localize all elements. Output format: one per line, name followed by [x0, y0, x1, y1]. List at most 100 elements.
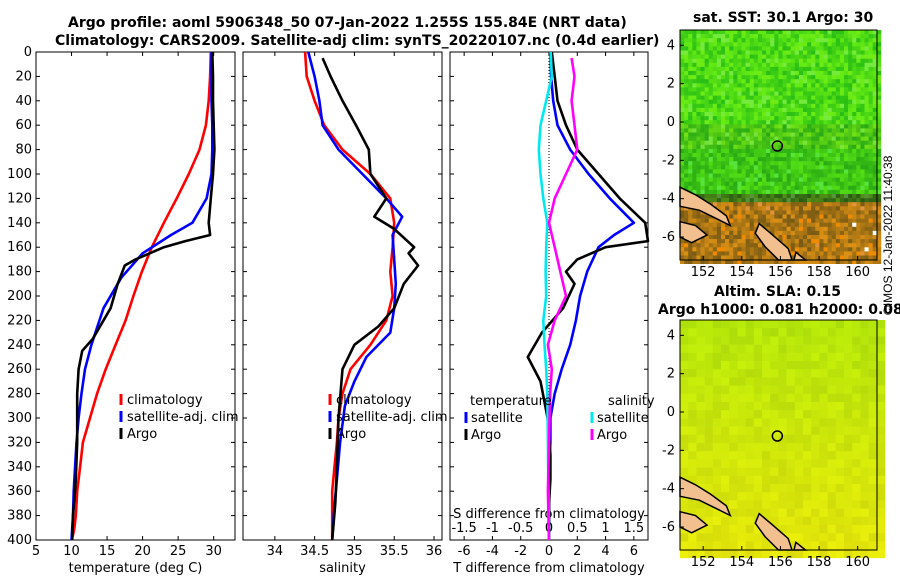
map-cell [741, 30, 746, 35]
map-cell [872, 194, 878, 199]
map-cell [831, 214, 837, 219]
map-cell [757, 66, 763, 72]
map-cell [839, 116, 845, 121]
map-cell [716, 194, 722, 199]
map-cell [860, 377, 869, 386]
map-cell [745, 247, 750, 252]
map-cell [782, 62, 787, 68]
map-cell [803, 50, 808, 55]
map-cell [774, 140, 779, 146]
map-cell [807, 124, 812, 129]
map-cell [766, 42, 771, 47]
map-cell [716, 202, 722, 207]
map-cell [819, 148, 824, 154]
map-cell [762, 377, 771, 386]
map-cell [741, 99, 746, 105]
map-cell [844, 116, 849, 121]
map-cell [688, 87, 693, 92]
map-cell [839, 120, 845, 125]
map-cell [868, 218, 873, 223]
map-cell [704, 46, 709, 51]
map-cell [872, 173, 878, 178]
map-cell [741, 181, 746, 187]
map-cell [716, 189, 722, 195]
map-cell [766, 259, 771, 264]
map-cell [782, 140, 787, 146]
map-cell [807, 136, 812, 141]
map-cell [757, 116, 763, 121]
map-cell [757, 112, 763, 117]
map-cell [733, 112, 738, 117]
map-cell [762, 352, 771, 362]
map-cell [803, 443, 812, 452]
map-cell [827, 525, 837, 534]
map-cell [688, 475, 697, 485]
map-cell [839, 185, 845, 191]
map-cell [844, 467, 853, 477]
map-cell [844, 58, 849, 64]
map-cell [786, 161, 791, 166]
map-cell [827, 71, 832, 76]
map-cell [807, 99, 812, 105]
map-cell [868, 42, 873, 47]
map-cell [725, 54, 730, 59]
map-cell [680, 75, 685, 80]
map-cell [749, 62, 755, 68]
map-cell [712, 161, 718, 166]
map-cell [827, 385, 837, 395]
map-cell [860, 83, 865, 88]
map-cell [762, 38, 767, 43]
map-cell [815, 198, 820, 203]
map-cell [684, 218, 689, 223]
map-cell [852, 402, 861, 411]
map-cell [716, 177, 722, 182]
map-cell [790, 153, 796, 158]
map-cell [790, 95, 796, 100]
map-cell [827, 369, 837, 378]
map-cell [860, 169, 865, 174]
map-cell [692, 165, 697, 170]
map-cell [721, 46, 726, 51]
map-cell [819, 533, 828, 542]
map-cell [757, 202, 763, 207]
map-cell [811, 336, 820, 345]
map-cell [876, 128, 882, 133]
map-cell [868, 239, 873, 244]
map-cell [856, 66, 861, 72]
map-cell [696, 214, 701, 219]
map-cell [741, 91, 746, 96]
map-cell [712, 533, 722, 542]
map-cell [680, 165, 685, 170]
map-cell [839, 148, 845, 154]
map-cell [823, 42, 828, 47]
map-cell [680, 328, 689, 337]
map-cell [790, 112, 796, 117]
map-cell [753, 116, 759, 121]
map-cell [807, 66, 812, 72]
map-cell [745, 79, 750, 84]
map-cell [811, 157, 816, 162]
map-cell [757, 62, 763, 68]
map-cell [737, 210, 742, 215]
map-cell [819, 66, 824, 72]
map-cell [737, 500, 746, 509]
map-cell [680, 410, 689, 419]
map-cell [868, 434, 878, 444]
map-cell [712, 95, 718, 100]
map-cell [741, 157, 746, 162]
map-cell [848, 95, 853, 100]
map-cell [811, 66, 816, 72]
map-cell [876, 30, 882, 35]
map-cell [835, 198, 841, 203]
map-cell [815, 202, 820, 207]
map-cell [823, 251, 828, 256]
map-cell [819, 91, 824, 96]
map-cell [860, 492, 869, 501]
map-cell [782, 194, 787, 199]
map-cell [688, 75, 693, 80]
map-cell [725, 75, 730, 80]
map-cell [749, 202, 755, 207]
map-cell [692, 189, 697, 195]
map-cell [774, 136, 779, 141]
